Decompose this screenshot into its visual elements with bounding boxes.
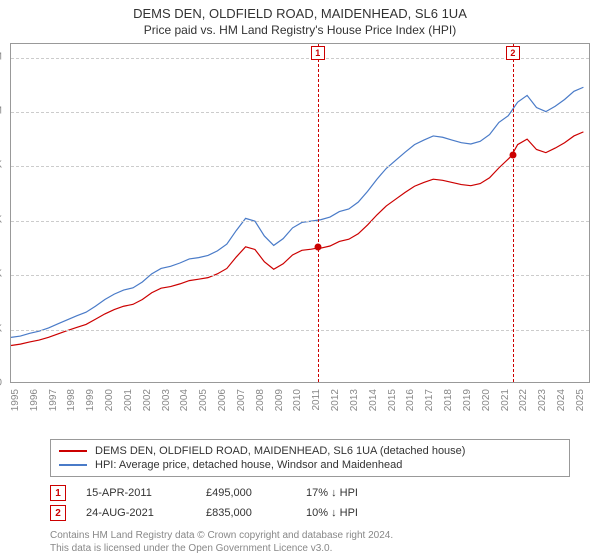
sales-table: 1 15-APR-2011 £495,000 17% ↓ HPI 2 24-AU… — [50, 483, 590, 523]
series-line-property — [11, 132, 583, 346]
x-tick-label: 2016 — [405, 389, 416, 411]
gridline — [11, 166, 589, 167]
x-tick-label: 2013 — [349, 389, 360, 411]
x-tick-label: 2007 — [236, 389, 247, 411]
x-tick-label: 2024 — [556, 389, 567, 411]
chart-title: DEMS DEN, OLDFIELD ROAD, MAIDENHEAD, SL6… — [10, 6, 590, 21]
sale-date: 15-APR-2011 — [86, 487, 186, 499]
chart-container: DEMS DEN, OLDFIELD ROAD, MAIDENHEAD, SL6… — [0, 0, 600, 559]
sale-marker-num: 1 — [50, 485, 66, 501]
sale-row: 2 24-AUG-2021 £835,000 10% ↓ HPI — [50, 503, 590, 523]
legend: DEMS DEN, OLDFIELD ROAD, MAIDENHEAD, SL6… — [50, 439, 570, 477]
chart-subtitle: Price paid vs. HM Land Registry's House … — [10, 23, 590, 37]
x-tick-label: 1997 — [48, 389, 59, 411]
legend-label: DEMS DEN, OLDFIELD ROAD, MAIDENHEAD, SL6… — [95, 445, 465, 457]
x-tick-label: 2021 — [500, 389, 511, 411]
x-tick-label: 2006 — [217, 389, 228, 411]
sale-point — [314, 244, 321, 251]
sale-vline-label: 2 — [506, 46, 520, 60]
x-tick-label: 2003 — [161, 389, 172, 411]
x-tick-label: 1995 — [10, 389, 21, 411]
x-tick-label: 1999 — [85, 389, 96, 411]
x-tick-label: 2008 — [255, 389, 266, 411]
x-tick-label: 2012 — [330, 389, 341, 411]
legend-row: HPI: Average price, detached house, Wind… — [59, 458, 561, 472]
x-tick-label: 2000 — [104, 389, 115, 411]
gridline — [11, 330, 589, 331]
y-tick-label: £400K — [0, 269, 2, 280]
gridline — [11, 221, 589, 222]
sale-diff: 17% ↓ HPI — [306, 487, 406, 499]
y-tick-label: £600K — [0, 214, 2, 225]
footnote: Contains HM Land Registry data © Crown c… — [50, 529, 590, 555]
sale-vline: 2 — [513, 44, 514, 382]
sale-date: 24-AUG-2021 — [86, 507, 186, 519]
line-svg — [11, 44, 589, 382]
x-tick-label: 1998 — [66, 389, 77, 411]
plot-area: 12 — [10, 43, 590, 383]
footnote-line: Contains HM Land Registry data © Crown c… — [50, 529, 590, 542]
x-tick-label: 2015 — [387, 389, 398, 411]
x-tick-label: 2022 — [518, 389, 529, 411]
y-tick-label: £1.2M — [0, 51, 2, 62]
x-tick-label: 2019 — [462, 389, 473, 411]
y-tick-label: £0 — [0, 378, 2, 389]
sale-point — [509, 151, 516, 158]
sale-vline-label: 1 — [311, 46, 325, 60]
legend-swatch — [59, 464, 87, 466]
x-tick-label: 2025 — [575, 389, 586, 411]
legend-swatch — [59, 450, 87, 452]
gridline — [11, 112, 589, 113]
x-tick-label: 2014 — [368, 389, 379, 411]
x-tick-label: 1996 — [29, 389, 40, 411]
y-tick-label: £1M — [0, 106, 2, 117]
x-tick-label: 2023 — [537, 389, 548, 411]
sale-marker-num: 2 — [50, 505, 66, 521]
legend-label: HPI: Average price, detached house, Wind… — [95, 459, 402, 471]
title-block: DEMS DEN, OLDFIELD ROAD, MAIDENHEAD, SL6… — [10, 6, 590, 37]
x-tick-label: 2018 — [443, 389, 454, 411]
x-tick-label: 2009 — [274, 389, 285, 411]
series-line-hpi — [11, 87, 583, 337]
sale-price: £495,000 — [206, 487, 286, 499]
sale-vline: 1 — [318, 44, 319, 382]
x-tick-label: 2004 — [179, 389, 190, 411]
legend-row: DEMS DEN, OLDFIELD ROAD, MAIDENHEAD, SL6… — [59, 444, 561, 458]
gridline — [11, 58, 589, 59]
x-tick-label: 2020 — [481, 389, 492, 411]
sale-price: £835,000 — [206, 507, 286, 519]
x-tick-label: 2011 — [311, 389, 322, 411]
y-tick-label: £800K — [0, 160, 2, 171]
x-axis: 1995 1996 1997 1998 1999 2000 2001 2002 2003 2004… — [10, 385, 590, 435]
x-tick-label: 2017 — [424, 389, 435, 411]
x-tick-label: 2002 — [142, 389, 153, 411]
footnote-line: This data is licensed under the Open Gov… — [50, 542, 590, 555]
sale-diff: 10% ↓ HPI — [306, 507, 406, 519]
gridline — [11, 275, 589, 276]
x-tick-label: 2010 — [292, 389, 303, 411]
y-tick-label: £200K — [0, 323, 2, 334]
sale-row: 1 15-APR-2011 £495,000 17% ↓ HPI — [50, 483, 590, 503]
x-tick-label: 2001 — [123, 389, 134, 411]
x-tick-label: 2005 — [198, 389, 209, 411]
